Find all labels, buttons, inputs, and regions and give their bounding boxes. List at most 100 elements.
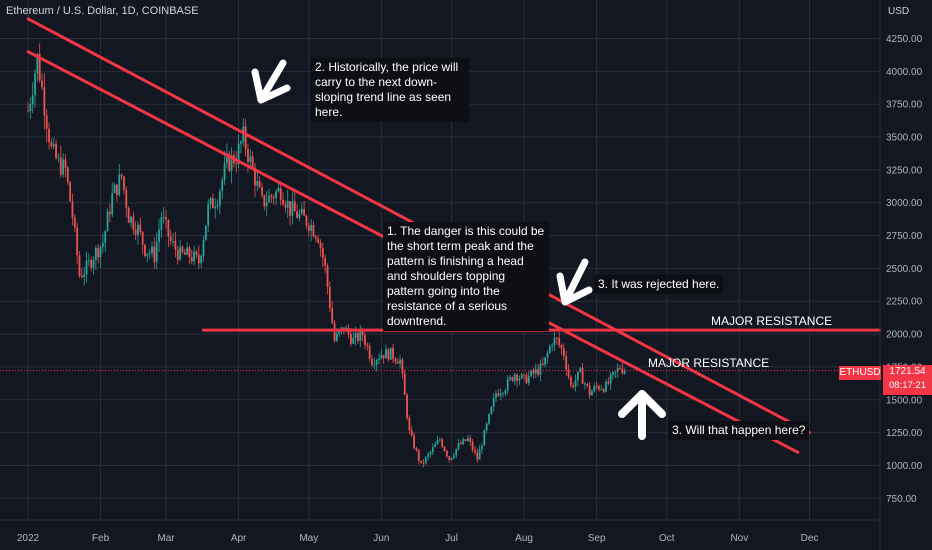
candle-body [574,380,577,387]
candle-body [581,368,584,384]
candle-body [614,371,617,373]
candle-body [244,126,247,149]
candle-body [73,217,76,228]
symbol-badge: ETHUSD [839,366,881,380]
candle-body [195,251,198,255]
candle-body [410,430,413,436]
currency-label: USD [888,6,910,17]
candle-body [181,246,184,253]
y-tick-label: 3250.00 [886,165,923,176]
candle-body [45,115,48,129]
candle-body [350,334,352,344]
candle-body [165,217,167,220]
candle-body [623,370,626,374]
candle-body [59,157,62,175]
candle-body [420,460,423,463]
candle-body [483,430,486,446]
candle-body [300,208,303,214]
candle-body [144,244,146,256]
y-tick-label: 750.00 [886,494,917,505]
candle-body [104,231,107,243]
candle-body [354,332,357,339]
candle-body [324,258,327,266]
candle-body [284,204,287,208]
candle-body [92,260,95,268]
candle-body [197,254,200,264]
candle-body [261,187,263,196]
candle-body [385,349,387,359]
candle-body [331,308,334,324]
annotation-note-1[interactable]: 1. The danger is this could be the short… [383,222,549,331]
candle-body [275,191,277,199]
x-tick-label: Oct [659,533,675,544]
price-axis[interactable]: 750.001000.001250.001500.001750.002000.0… [879,0,923,550]
candle-body [546,352,549,358]
candle-body [408,417,411,431]
resistance-label-2[interactable]: MAJOR RESISTANCE [648,356,770,370]
candle-body [371,358,373,366]
y-tick-label: 3500.00 [886,133,923,144]
candle-body [298,213,301,218]
candle-body [207,204,210,226]
candle-body [76,227,79,256]
candle-body [204,225,207,241]
candle-body [312,225,315,237]
candle-body [403,373,406,395]
candle-body [263,195,266,207]
candle-body [211,198,214,209]
candle-body [406,394,408,418]
candle-body [600,389,603,390]
candle-body [235,163,238,165]
candle-body [326,265,329,288]
last-price-value: 1721.54 [889,366,926,377]
y-tick-label: 2500.00 [886,264,923,275]
candle-body [146,253,149,256]
candle-body [497,393,500,396]
candle-body [90,259,93,268]
candle-body [460,443,462,445]
candle-body [31,95,34,105]
annotation-note-3b[interactable]: 3. Will that happen here? [668,421,810,440]
candle-body [434,444,437,448]
candle-body [116,184,118,195]
time-axis[interactable]: 2022 Feb Mar Apr May Jun Jul Aug Sep Oct Nov Dec [0,519,880,544]
candle-body [125,189,128,209]
y-tick-label: 2000.00 [886,330,923,341]
candle-body [109,211,111,215]
x-tick-label: Nov [730,533,748,544]
candle-body [548,346,551,353]
annotation-note-3a[interactable]: 3. It was rejected here. [594,275,724,294]
candle-body [113,184,116,193]
candle-body [270,195,273,197]
candle-body [396,361,399,364]
x-tick-label: Jul [445,533,458,544]
y-tick-label: 3750.00 [886,100,923,111]
candle-body [179,246,181,260]
candle-body [193,251,196,262]
candle-body [562,348,565,357]
candle-body [394,358,397,362]
resistance-label-1[interactable]: MAJOR RESISTANCE [711,314,833,328]
candle-body [485,423,488,431]
candle-body [317,238,320,243]
y-tick-label: 3000.00 [886,198,923,209]
candle-body [120,174,123,177]
x-tick-label: Dec [801,533,819,544]
x-tick-label: Apr [231,533,247,544]
bar-countdown: 08:17:21 [889,380,926,391]
candle-body [265,202,268,207]
candle-body [616,368,619,372]
annotation-note-2[interactable]: 2. Historically, the price will carry to… [311,58,469,122]
candle-body [151,246,153,254]
candle-body [572,385,575,387]
candle-body [464,439,467,441]
candle-body [303,208,306,216]
candle-body [310,225,313,231]
candle-body [78,255,81,276]
candle-body [467,438,469,441]
candle-body [518,378,521,381]
candle-body [62,159,64,175]
candle-body [502,393,504,395]
candle-body [551,345,554,347]
candle-body [216,205,219,207]
